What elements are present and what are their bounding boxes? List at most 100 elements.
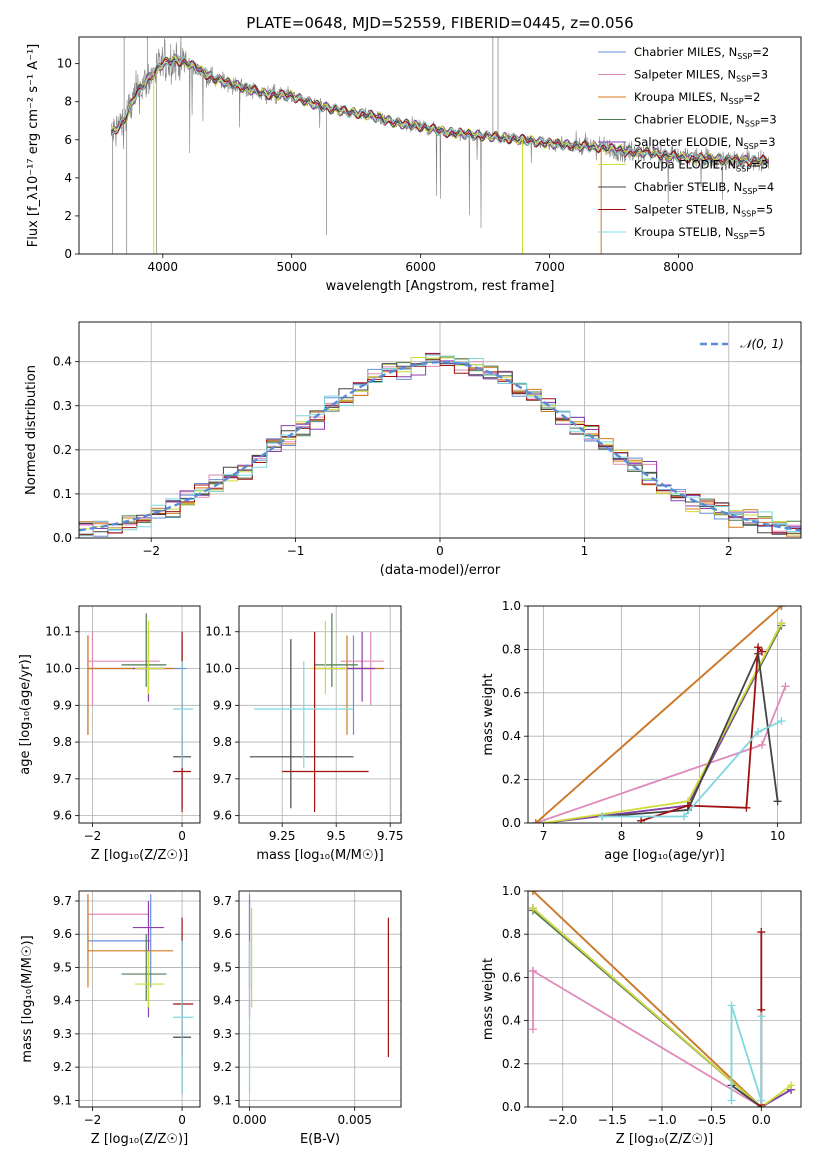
y-tick-label: 10.1 [45, 625, 72, 639]
weight-marker [528, 891, 537, 895]
legend-label: Kroupa MILES, NSSP=2 [634, 90, 760, 106]
y-tick-label: 10 [57, 57, 72, 71]
legend-subscript: SSP [736, 75, 751, 84]
weight-marker [777, 717, 786, 726]
y-tick-label: 9.6 [213, 927, 232, 941]
y-tick-label: 0.3 [53, 399, 72, 413]
weight-marker [742, 803, 751, 812]
legend-label: 𝒩(0, 1) [740, 337, 784, 351]
spectrum-legend: Chabrier MILES, NSSP=2 Salpeter MILES, NS… [598, 45, 777, 241]
weight-line [535, 685, 787, 823]
y-tick-label: 0.2 [53, 443, 72, 457]
legend-nssp-value: =3 [751, 68, 768, 82]
y-tick-label: 9.7 [213, 894, 232, 908]
y-axis-label: mass [log₁₀(M/M☉)] [20, 935, 35, 1062]
y-tick-label: 0.8 [502, 927, 521, 941]
y-tick-label: 9.5 [213, 960, 232, 974]
legend-subscript: SSP [742, 187, 757, 196]
legend-nssp-value: =5 [756, 203, 773, 217]
weight-marker [683, 801, 692, 810]
weight-marker [757, 1012, 766, 1021]
weight-marker [758, 740, 766, 749]
y-tick-label: 10.0 [45, 662, 72, 676]
x-axis-label: Z [log₁₀(Z/Z☉)] [91, 848, 188, 863]
y-tick-label: 9.5 [53, 960, 72, 974]
legend-subscript: SSP [737, 52, 752, 61]
y-tick-label: 0 [64, 247, 72, 261]
y-tick-label: 9.7 [53, 772, 72, 786]
weight-marker [528, 904, 537, 913]
weight-marker [787, 1081, 796, 1090]
x-tick-label: 0.0 [752, 1113, 771, 1127]
weight-marker [777, 606, 786, 610]
weight-marker [777, 619, 786, 628]
weight_vs_z-axes: −2.0 −1.5 −1.0 −0.5 0.0 0.0 0.2 0.4 0.6 0.8 1.0 Z [… [481, 884, 801, 1147]
weight_vs_age-frame [527, 605, 802, 824]
x-axis-label: Z [log₁₀(Z/Z☉)] [91, 1132, 188, 1147]
y-tick-label: 10.1 [205, 625, 232, 639]
residual-frame [78, 321, 802, 539]
y-tick-label: 1.0 [502, 599, 521, 613]
y-tick-label: 9.4 [53, 994, 72, 1008]
spectrum-frame [78, 36, 802, 255]
y-tick-label: 10.0 [205, 662, 232, 676]
weight-marker [531, 819, 540, 823]
y-tick-label: 0.6 [502, 686, 521, 700]
weight-line [730, 1084, 762, 1107]
weight-marker [754, 643, 763, 652]
y-tick-label: 9.1 [53, 1093, 72, 1107]
mass_vs_z-axes: −2 0 9.1 9.2 9.3 9.4 9.5 9.6 9.7 Z [log₁₀(Z/Z☉)] m… [20, 891, 200, 1147]
weight-line [532, 907, 792, 1107]
y-tick-label: 9.6 [53, 809, 72, 823]
age_vs_mass-axes: 9.25 9.5 9.75 9.6 9.7 9.8 9.9 10.0 10.1 mass [log… [205, 606, 404, 863]
y-tick-label: 9.1 [213, 1093, 232, 1107]
y-tick-label: 9.6 [213, 809, 232, 823]
y-axis-label: mass weight [481, 673, 496, 755]
model-spectrum-line [110, 55, 770, 166]
residuals-axes: −2 −1 0 1 2 0.0 0.1 0.2 0.3 0.4 (data-model)/error… [24, 322, 801, 578]
y-tick-label: 2 [64, 209, 72, 223]
mass_vs_z-frame [78, 890, 201, 1108]
x-tick-label: 8 [618, 829, 626, 843]
y-axis-label: Normed distribution [24, 365, 39, 495]
spectrum-axes: 4000 5000 6000 7000 8000 0 2 4 6 8 10 wavelength [A… [26, 44, 694, 294]
x-tick-label: −2 [84, 1113, 102, 1127]
age_vs_mass-plot [249, 613, 384, 812]
weight_vs_z-frame [527, 890, 802, 1108]
weight_vs_z-plot [528, 891, 796, 1107]
x-tick-label: 9.75 [377, 829, 404, 843]
y-tick-label: 8 [64, 95, 72, 109]
x-tick-label: 5000 [276, 260, 307, 274]
x-axis-label: age [log₁₀(age/yr)] [604, 848, 725, 863]
legend-subscript: SSP [745, 120, 760, 129]
y-tick-label: 4 [64, 171, 72, 185]
weight-marker [727, 1096, 736, 1105]
legend-nssp-value: =2 [752, 45, 769, 59]
y-tick-label: 9.9 [53, 698, 72, 712]
y-tick-label: 0.2 [502, 773, 521, 787]
weight-marker [757, 928, 766, 937]
weight-line [535, 606, 783, 823]
weight-marker [773, 797, 782, 806]
legend-nssp-value: =5 [749, 225, 766, 239]
x-tick-label: −1 [287, 544, 305, 558]
weight-marker [637, 816, 646, 823]
legend-label: Salpeter ELODIE, NSSP=3 [634, 135, 776, 151]
weight-line [543, 622, 783, 823]
y-tick-label: 9.4 [213, 994, 232, 1008]
spectrum-plot [110, 37, 770, 254]
x-tick-label: 0 [178, 829, 186, 843]
weight-marker [680, 812, 688, 821]
weight_vs_age-axes: 7 8 9 10 0.0 0.2 0.4 0.6 0.8 1.0 age [log₁₀(age/yr… [481, 599, 801, 863]
x-axis-label: wavelength [Angstrom, rest frame] [326, 279, 555, 294]
weight-line [602, 720, 782, 818]
legend-nssp-value: =3 [751, 158, 768, 172]
x-tick-label: −2 [84, 829, 102, 843]
x-tick-label: 9.5 [327, 829, 346, 843]
weight-line [543, 625, 783, 823]
residual-plot [79, 352, 801, 538]
x-tick-label: 4000 [148, 260, 179, 274]
legend-subscript: SSP [741, 210, 756, 219]
weight-line [532, 891, 762, 1107]
y-tick-label: 9.7 [53, 894, 72, 908]
